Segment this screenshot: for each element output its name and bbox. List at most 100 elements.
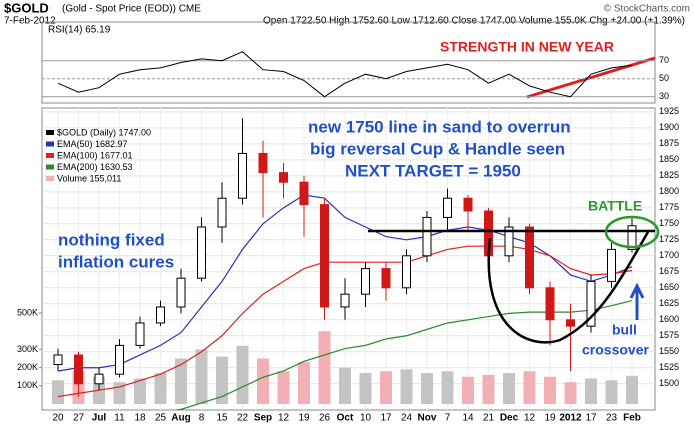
- volume-bar: [195, 349, 208, 404]
- candle-body: [607, 248, 616, 282]
- legend-label: EMA(200) 1630.53: [57, 162, 133, 172]
- y-tick-label: 50: [659, 73, 669, 83]
- y-tick-label: 30: [659, 91, 669, 101]
- y-tick-label: 1750: [659, 218, 679, 228]
- volume-bar: [175, 358, 187, 404]
- x-tick-label: 12: [524, 413, 536, 424]
- legend-label: Volume 155,011: [57, 173, 121, 183]
- x-tick-label: Oct: [337, 413, 354, 424]
- y-tick-label: 1900: [659, 122, 679, 132]
- candle-body: [74, 354, 83, 385]
- x-tick-label: 27: [73, 413, 85, 424]
- ema-line: [173, 300, 633, 410]
- candle-body: [258, 152, 268, 174]
- y-tick-label: 1925: [659, 106, 679, 116]
- ema-line: [57, 245, 633, 398]
- volume-bar: [318, 331, 331, 404]
- volume-bar: [482, 374, 495, 404]
- y-tick-label: 1575: [659, 330, 679, 340]
- x-tick-label: 21: [483, 413, 495, 424]
- x-tick-label: Sep: [254, 413, 272, 424]
- plot: [57, 51, 633, 98]
- volume-bar: [400, 369, 413, 404]
- candle-body: [340, 293, 350, 308]
- candle-body: [463, 197, 473, 212]
- plot: [52, 118, 638, 410]
- price-panel: [41, 107, 656, 411]
- candle-body: [504, 226, 514, 257]
- legend-label: EMA(100) 1677.01: [57, 150, 133, 160]
- candle-body: [176, 277, 186, 308]
- trend-line: [526, 56, 656, 99]
- x-tick-label: Feb: [623, 413, 641, 424]
- annotation: big reversal Cup & Handle seen: [310, 139, 565, 158]
- volume-bar: [236, 345, 249, 404]
- candle-body: [525, 226, 534, 289]
- symbol: $GOLD: [4, 0, 49, 15]
- y-tick-label: 1875: [659, 138, 679, 148]
- legend-label: $GOLD (Daily) 1747.00: [57, 127, 151, 137]
- x-tick-label: 23: [606, 413, 618, 424]
- annotation: nothing fixed: [58, 230, 165, 249]
- quote: Open 1722.50 High 1752.60 Low 1712.60 Cl…: [263, 16, 685, 27]
- x-tick-label: Nov: [418, 413, 437, 424]
- annotation: NEXT TARGET = 1950: [345, 161, 521, 180]
- rsi-label: RSI(14) 65.19: [48, 25, 111, 36]
- candle-body: [156, 306, 165, 324]
- y-tick-label: 200K: [17, 362, 38, 372]
- y-tick-label: 1525: [659, 362, 679, 372]
- x-tick-label: 7: [445, 413, 451, 424]
- rsi-line: [57, 51, 633, 98]
- y-tick-label: 1625: [659, 298, 679, 308]
- volume-bar: [462, 376, 474, 404]
- candle-body: [320, 204, 329, 308]
- x-tick-label: 19: [544, 413, 556, 424]
- y-tick-label: 1775: [659, 202, 679, 212]
- x-tick-label: 25: [155, 413, 167, 424]
- copyright: © StockCharts.com: [604, 4, 690, 15]
- x-tick-label: 17: [380, 413, 392, 424]
- y-tick-label: 70: [659, 55, 669, 65]
- candle-body: [402, 255, 411, 289]
- x-tick-label: 26: [319, 413, 331, 424]
- candle-body: [545, 287, 555, 321]
- annotation: crossover: [582, 342, 649, 358]
- candle-body: [279, 172, 288, 183]
- x-tick-label: 15: [216, 413, 228, 424]
- legend-label: EMA(50) 1682.97: [57, 139, 128, 149]
- volume-bar: [626, 375, 638, 404]
- candle-body: [238, 152, 247, 199]
- x-tick-label: 10: [360, 413, 372, 424]
- legend-swatch: [46, 176, 54, 181]
- x-tick-label: 20: [52, 413, 64, 424]
- annotation: bull: [612, 322, 637, 338]
- volume-bar: [52, 380, 64, 404]
- legend-swatch: [46, 164, 54, 170]
- y-tick-label: 1825: [659, 170, 679, 180]
- volume-bar: [298, 362, 310, 404]
- x-tick-label: Aug: [171, 413, 190, 424]
- x-tick-label: 11: [114, 413, 125, 424]
- y-tick-label: 1725: [659, 234, 679, 244]
- annotation: BATTLE: [588, 198, 642, 214]
- volume-bar: [257, 358, 269, 404]
- rsi-panel: [41, 21, 656, 104]
- legend-swatch: [46, 153, 54, 158]
- annotation: new 1750 line in sand to overrun: [308, 117, 571, 136]
- y-tick-label: 1550: [659, 346, 679, 356]
- y-tick-label: 1700: [659, 250, 679, 260]
- candle-body: [135, 322, 145, 346]
- x-tick-label: 17: [585, 413, 597, 424]
- x-tick-label: 18: [134, 413, 146, 424]
- y-tick-label: 100K: [17, 380, 38, 390]
- x-tick-label: 24: [401, 413, 413, 424]
- volume-bar: [134, 378, 146, 404]
- arrow: [629, 282, 645, 320]
- y-tick-label: 1675: [659, 266, 679, 276]
- volume-bar: [503, 373, 515, 404]
- volume-bar: [441, 371, 454, 404]
- legend-swatch: [46, 130, 54, 135]
- battle-ellipse: [604, 215, 660, 249]
- y-tick-label: 1500: [659, 378, 679, 388]
